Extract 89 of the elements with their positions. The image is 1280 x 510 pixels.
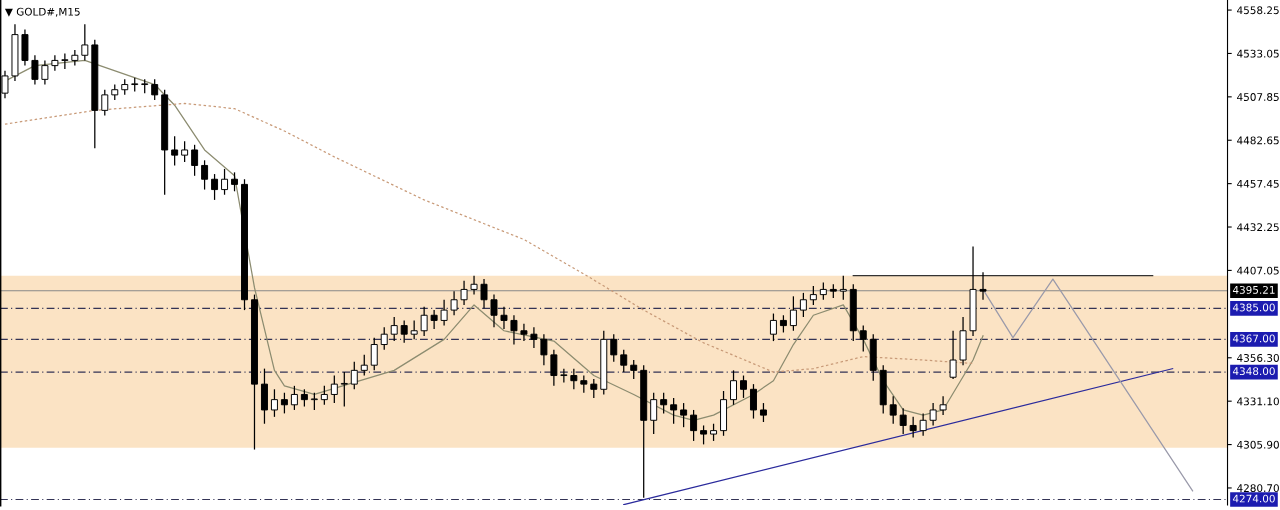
candlestick xyxy=(889,395,897,425)
y-tick-label: 4482.65 xyxy=(1237,136,1279,145)
text: ▼ GOLD#,M15 xyxy=(4,7,80,17)
candlestick xyxy=(670,397,678,425)
candlestick xyxy=(560,368,568,384)
candlestick xyxy=(41,59,49,86)
candlestick xyxy=(939,395,947,416)
candlestick xyxy=(231,171,239,192)
y-tick-label: 4280.70 xyxy=(1237,484,1279,493)
candlestick xyxy=(101,89,109,117)
candlestick xyxy=(660,392,668,415)
candlestick xyxy=(759,402,767,423)
candlestick xyxy=(440,299,448,327)
candlestick xyxy=(221,168,229,196)
candlestick xyxy=(809,285,817,306)
candlestick xyxy=(51,54,59,72)
candlestick xyxy=(789,295,797,332)
candlestick xyxy=(540,333,548,366)
candlestick xyxy=(919,412,927,437)
candlestick xyxy=(460,280,468,306)
candlestick xyxy=(400,319,408,344)
ref-line-label: 4395.21 xyxy=(1232,285,1275,294)
candlestick xyxy=(700,424,708,446)
candlestick xyxy=(839,275,847,301)
candlestick xyxy=(590,378,598,399)
candlestick xyxy=(151,78,159,101)
y-tick-label: 4331.10 xyxy=(1237,397,1279,406)
y-tick-label: 4356.30 xyxy=(1237,354,1279,362)
candlestick xyxy=(330,374,338,404)
candlestick xyxy=(799,292,807,318)
candlestick xyxy=(280,392,288,415)
y-tick-label: 4305.90 xyxy=(1237,440,1279,449)
candlestick xyxy=(530,326,538,349)
candlestick xyxy=(610,333,618,363)
candlestick xyxy=(510,314,518,346)
candlestick xyxy=(320,385,328,406)
candlestick xyxy=(929,402,937,427)
ref-line-label: 4367.00 xyxy=(1232,334,1275,343)
candlestick xyxy=(360,354,368,377)
candlestick xyxy=(201,159,209,191)
candlestick xyxy=(410,319,418,340)
ref-line-label: 4385.00 xyxy=(1232,303,1275,312)
candlestick xyxy=(470,275,478,296)
candlestick xyxy=(340,371,348,408)
candlestick xyxy=(620,349,628,373)
candlestick xyxy=(380,326,388,351)
candlestick xyxy=(81,23,89,62)
candlestick xyxy=(740,374,747,399)
candlestick xyxy=(979,271,987,301)
candlestick xyxy=(390,316,398,342)
candlestick xyxy=(181,140,189,163)
candlestick xyxy=(290,385,298,411)
candlestick xyxy=(570,368,578,390)
candlestick xyxy=(191,144,199,177)
candlestick xyxy=(730,369,737,406)
candlestick xyxy=(211,173,219,201)
candlestick xyxy=(520,323,528,342)
candlestick xyxy=(490,293,498,328)
y-tick-label: 4558.25 xyxy=(1237,6,1279,15)
candlestick xyxy=(450,290,458,316)
line-series xyxy=(4,102,974,373)
candlestick xyxy=(350,361,358,390)
candlestick xyxy=(899,407,907,435)
candlestick xyxy=(61,52,69,70)
candlestick xyxy=(680,402,688,428)
candlestick xyxy=(859,324,867,353)
ref-line-label: 4348.00 xyxy=(1232,367,1275,376)
candlestick xyxy=(430,309,438,330)
y-tick-label: 4457.45 xyxy=(1237,179,1279,188)
candlestick xyxy=(909,416,917,439)
y-tick-label: 4407.05 xyxy=(1237,266,1279,275)
candlestick xyxy=(949,330,957,380)
candlestick xyxy=(31,54,39,86)
candlestick xyxy=(769,312,777,342)
candlestick xyxy=(749,383,757,420)
ref-line-label: 4274.00 xyxy=(1232,494,1275,503)
candlestick xyxy=(420,306,428,337)
y-tick-label: 4533.05 xyxy=(1237,49,1279,58)
candlestick xyxy=(370,337,378,371)
y-tick-label: 4507.85 xyxy=(1237,93,1279,101)
candlestick xyxy=(480,278,488,309)
y-tick-label: 4432.25 xyxy=(1237,223,1279,232)
candlestick xyxy=(500,306,508,330)
candlestick xyxy=(630,359,638,380)
candlestick xyxy=(171,135,179,167)
candlestick xyxy=(550,349,558,387)
candlestick xyxy=(650,392,658,435)
candlestick xyxy=(270,388,278,418)
candlestick xyxy=(690,409,698,442)
